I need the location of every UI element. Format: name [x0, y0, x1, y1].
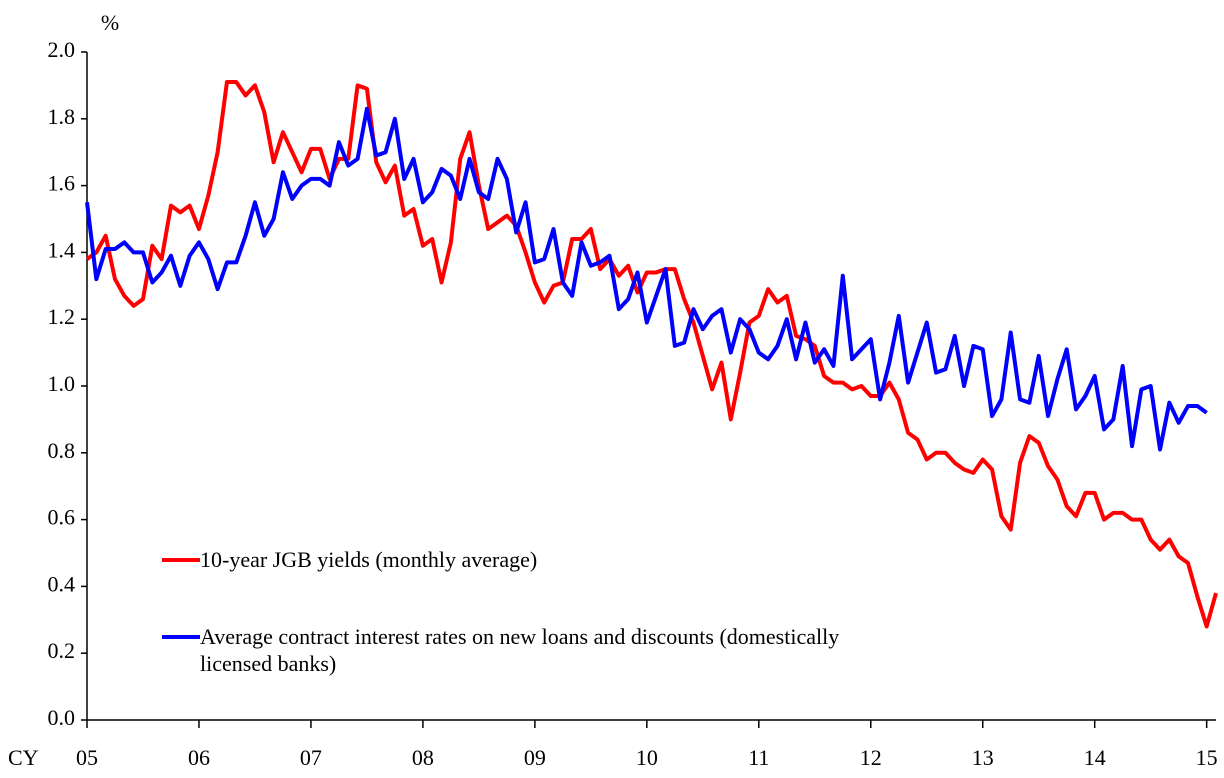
y-tick-label: 1.6 — [48, 171, 76, 196]
legend-label: 10-year JGB yields (monthly average) — [200, 547, 538, 572]
y-tick-label: 2.0 — [48, 37, 76, 62]
x-axis-label: CY — [8, 745, 39, 770]
y-tick-label: 0.4 — [48, 571, 76, 596]
y-tick-label: 1.0 — [48, 371, 76, 396]
y-tick-label: 1.8 — [48, 104, 76, 129]
y-tick-label: 0.2 — [48, 638, 76, 663]
line-series — [85, 80, 1218, 629]
y-tick-label: 0.8 — [48, 438, 76, 463]
x-tick-label: 06 — [188, 745, 210, 770]
y-tick-label: 0.0 — [48, 705, 76, 730]
x-tick-label: 08 — [412, 745, 434, 770]
x-tick-label: 15 — [1196, 745, 1218, 770]
x-tick-label: 12 — [860, 745, 882, 770]
x-tick-label: 07 — [300, 745, 322, 770]
x-tick-label: 11 — [748, 745, 769, 770]
x-tick-label: 10 — [636, 745, 658, 770]
y-axis-label: % — [101, 10, 119, 35]
x-tick-label: 05 — [76, 745, 98, 770]
line-series — [85, 106, 1208, 452]
y-tick-label: 1.4 — [48, 237, 76, 262]
x-tick-label: 13 — [972, 745, 994, 770]
y-tick-label: 0.6 — [48, 505, 76, 530]
legend-label: Average contract interest rates on new l… — [200, 624, 840, 676]
y-tick-label: 1.2 — [48, 304, 76, 329]
x-tick-label: 09 — [524, 745, 546, 770]
x-tick-label: 14 — [1084, 745, 1106, 770]
